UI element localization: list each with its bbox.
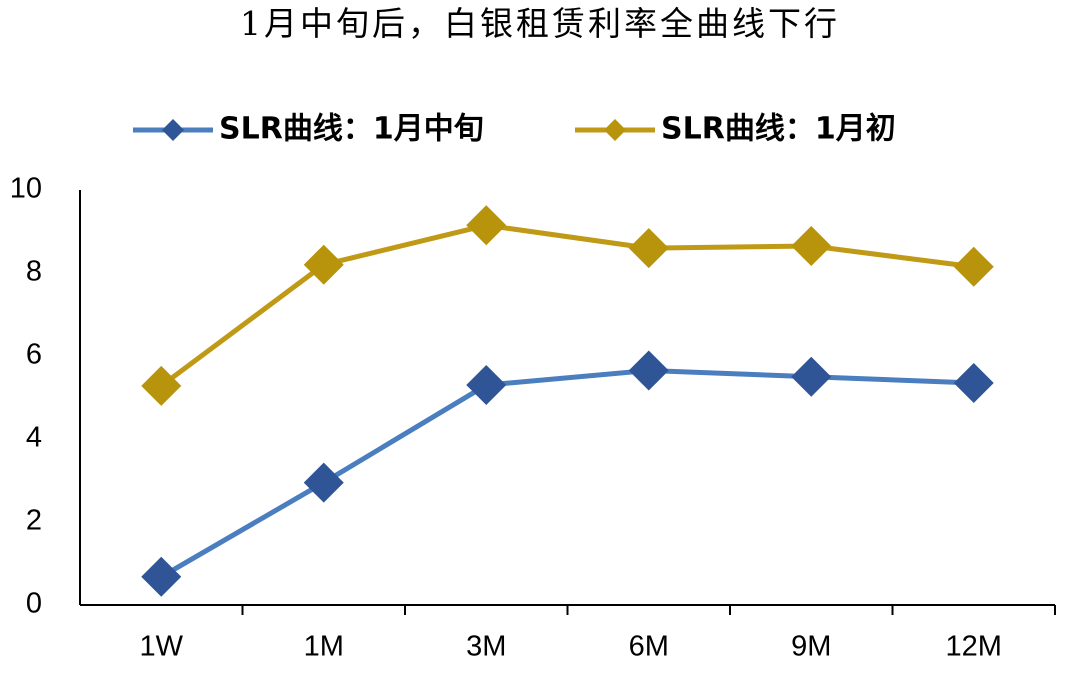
x-tick-label: 9M [791,631,831,663]
data-point [953,362,994,403]
legend-label: SLR曲线：1月初 [661,112,896,147]
y-tick-label: 10 [10,173,42,205]
data-point [141,556,182,597]
legend-label: SLR曲线：1月中旬 [219,112,484,147]
x-tick-label: 1M [304,631,344,663]
series-line [159,368,974,579]
data-point [628,228,669,269]
data-point [466,205,507,246]
y-tick-label: 2 [26,505,42,537]
x-tick-label: 3M [466,631,506,663]
y-tick-label: 8 [26,256,42,288]
y-tick-label: 0 [26,588,42,620]
x-tick-label: 1W [140,631,184,663]
data-point [791,226,832,267]
x-tick-label: 12M [946,631,1002,663]
data-point [791,356,832,397]
y-tick-label: 6 [26,339,42,371]
data-point [628,350,669,391]
legend-marker [162,119,184,141]
series-line [159,222,975,388]
chart-title: 1月中旬后，白银租赁利率全曲线下行 [240,4,840,43]
data-point [303,244,344,285]
data-point [141,365,182,406]
y-tick-label: 4 [26,422,42,454]
legend-marker [604,119,626,141]
data-point [303,462,344,503]
x-tick-label: 6M [629,631,669,663]
data-point [953,246,994,287]
data-point [466,365,507,406]
